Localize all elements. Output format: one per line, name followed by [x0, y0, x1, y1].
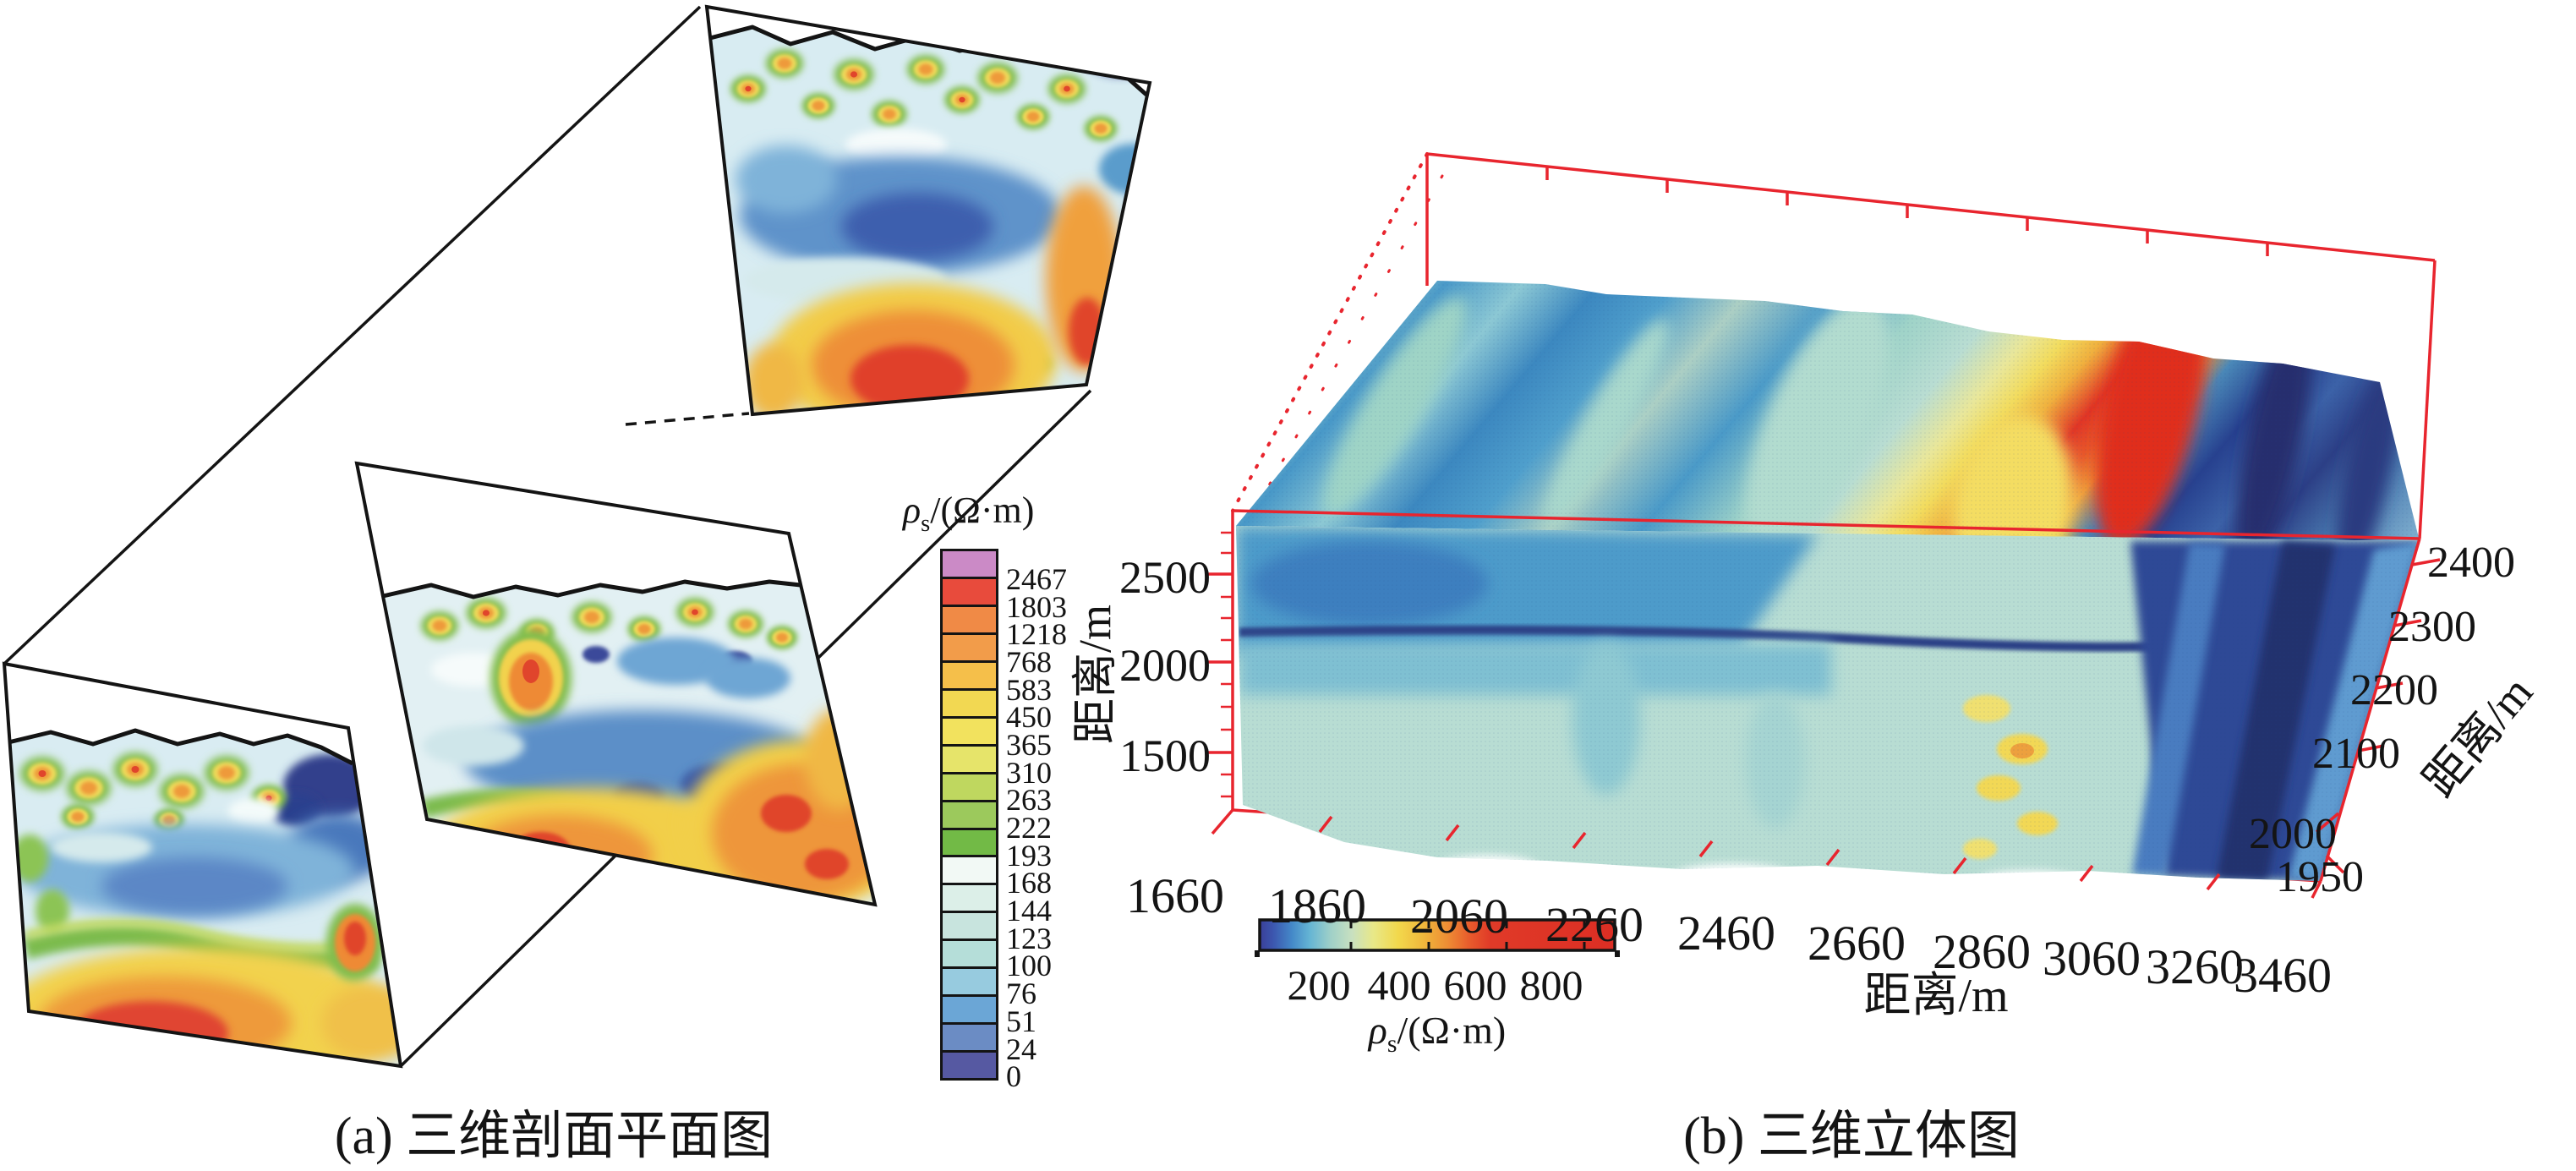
legend-a-value: 1218: [1006, 617, 1067, 651]
legend-a-title-sub: s: [921, 510, 931, 537]
legend-a-cell: [943, 606, 996, 635]
legend-a-cell: [943, 857, 996, 886]
legend-a-cell: [943, 662, 996, 691]
legend-a-colorbar: [940, 549, 998, 1081]
colorbar-b: [1255, 918, 1620, 957]
y-axis-left-tick-label: 2000: [1119, 640, 1211, 691]
x-axis-tick-label: 2860: [1933, 924, 2031, 979]
y-axis-right-tick-label: 2400: [2427, 539, 2515, 587]
legend-a-value: 2467: [1006, 562, 1067, 596]
legend-a-cell: [943, 997, 996, 1026]
legend-a-title-rho: ρ: [903, 490, 922, 531]
legend-a-cell: [943, 941, 996, 970]
y-axis-right-tick-label: 2100: [2312, 730, 2400, 778]
legend-a-cell: [943, 578, 996, 607]
legend-a-value: 222: [1006, 811, 1052, 845]
legend-a-title: ρs/(Ω·m): [903, 489, 1034, 538]
legend-a-cell: [943, 1053, 996, 1079]
y-axis-right-tick-label: 2300: [2388, 603, 2476, 651]
legend-a-cell: [943, 1025, 996, 1053]
colorbar-b-title-rho: ρ: [1368, 1009, 1387, 1052]
legend-a-value: 1803: [1006, 590, 1067, 624]
panel-a-wireframe: [3, 5, 1092, 1067]
legend-a-value: 76: [1006, 977, 1036, 1010]
legend-a-value: 310: [1006, 756, 1052, 790]
legend-a-cell: [943, 746, 996, 774]
legend-a-value: 24: [1006, 1032, 1036, 1066]
colorbar-b-tick-label: 600: [1443, 961, 1507, 1009]
x-axis-tick-label: 2260: [1545, 897, 1643, 952]
y-axis-right-tick-label: 2200: [2350, 666, 2438, 714]
caption-a: (a) 三维剖面平面图: [334, 1108, 774, 1165]
colorbar-b-tick-label: 400: [1367, 961, 1431, 1009]
x-axis-tick-label: 2060: [1410, 889, 1508, 944]
x-axis-tick-label: 3260: [2146, 939, 2244, 994]
legend-a-value: 100: [1006, 949, 1052, 982]
legend-a-value: 193: [1006, 839, 1052, 873]
legend-a-cell: [943, 829, 996, 858]
legend-a-value: 144: [1006, 894, 1052, 927]
legend-a-cell: [943, 913, 996, 942]
x-axis-title: 距离/m: [1863, 970, 2009, 1022]
caption-b: (b) 三维立体图: [1683, 1108, 2020, 1165]
legend-a-cell: [943, 969, 996, 998]
colorbar-b-title-rest: /(Ω·m): [1397, 1009, 1507, 1052]
y-axis-left-tick-label: 2500: [1119, 552, 1211, 603]
x-axis-tick-label: 3060: [2043, 931, 2141, 986]
colorbar-b-tick-label: 200: [1287, 961, 1351, 1009]
legend-a-cell: [943, 690, 996, 719]
block-top-surface: [1236, 281, 2420, 541]
legend-a-value: 168: [1006, 866, 1052, 900]
section-a-rear: [704, 4, 1152, 417]
x-axis-tick-label: 1860: [1268, 878, 1366, 933]
legend-a-value: 450: [1006, 700, 1052, 734]
colorbar-b-title-sub: s: [1386, 1030, 1397, 1059]
legend-a-value: 768: [1006, 645, 1052, 679]
x-axis-tick-label: 1660: [1126, 868, 1224, 923]
legend-a-title-rest: /(Ω·m): [930, 490, 1035, 531]
legend-a-value: 0: [1006, 1059, 1021, 1093]
section-a-front: [2, 661, 403, 1069]
legend-a-cell: [943, 718, 996, 747]
legend-a-value: 263: [1006, 783, 1052, 817]
legend-a-cell: [943, 551, 996, 579]
legend-a-cell: [943, 634, 996, 663]
legend-a-value: 583: [1006, 673, 1052, 707]
y-axis-left-tick-label: 1500: [1119, 731, 1211, 781]
x-axis-tick-label: 2460: [1677, 906, 1775, 960]
y-axis-left-title: 距离/m: [1069, 605, 1121, 745]
y-axis-right-tick-label: 1950: [2276, 853, 2364, 901]
legend-a-cell: [943, 802, 996, 830]
legend-a-cell: [943, 885, 996, 914]
legend-a-value: 365: [1006, 728, 1052, 762]
block-front-face: [1236, 526, 2420, 881]
y-axis-right-tick-label: 2000: [2249, 810, 2337, 858]
legend-a-value: 123: [1006, 922, 1052, 955]
legend-a-value: 51: [1006, 1004, 1036, 1038]
legend-a-cell: [943, 774, 996, 802]
x-axis-tick-label: 3460: [2234, 948, 2332, 1003]
section-a-middle: [354, 461, 878, 907]
x-axis-tick-label: 2660: [1808, 916, 1906, 971]
panel-b-frame-front: [1206, 509, 2441, 899]
colorbar-b-title: ρs/(Ω·m): [1306, 1008, 1568, 1059]
colorbar-b-tick-label: 800: [1519, 961, 1583, 1009]
